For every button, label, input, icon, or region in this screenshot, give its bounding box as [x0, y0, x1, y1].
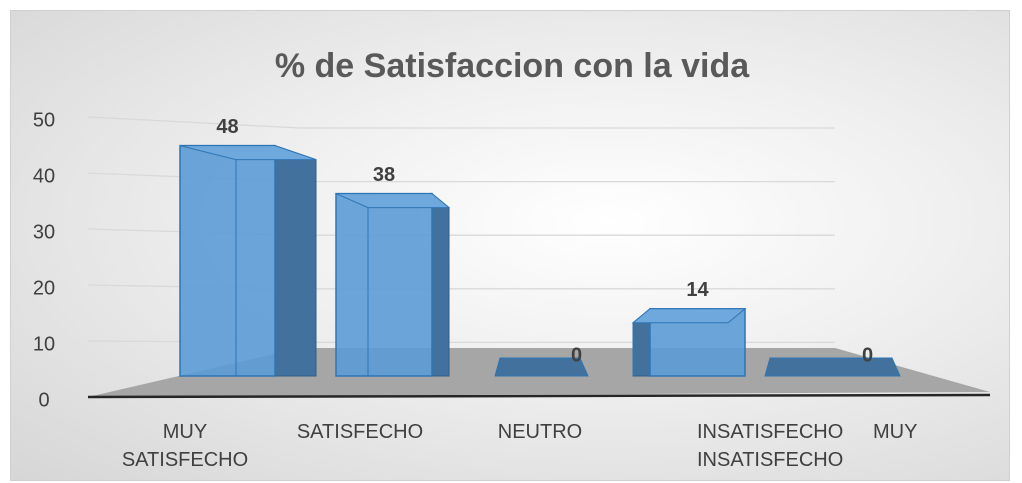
y-tick-label: 50 — [33, 109, 55, 131]
x-tick-label: MUY SATISFECHO — [121, 421, 249, 471]
bar-flat — [494, 357, 589, 377]
chart-area — [10, 10, 1010, 481]
bar-front — [335, 192, 433, 377]
bar-side — [274, 144, 317, 377]
bar-top — [631, 308, 747, 324]
data-label: 14 — [686, 279, 709, 301]
bar-flat — [764, 357, 901, 377]
y-tick-label: 40 — [33, 165, 55, 187]
x-tick-label: NEUTRO — [497, 421, 583, 443]
bar-side — [431, 192, 450, 377]
x-tick-label: INSATISFECHO — [697, 421, 844, 443]
bar — [764, 357, 901, 377]
x-tick-label: SATISFECHO — [296, 421, 424, 443]
data-label: 48 — [216, 116, 238, 138]
y-tick-label: 20 — [33, 277, 55, 299]
bar-top — [335, 193, 451, 209]
bar-top — [179, 145, 317, 161]
bar — [179, 144, 317, 377]
bar — [494, 357, 589, 377]
x-tick-label: MUY INSATISFECHO — [697, 421, 918, 471]
bar-front — [179, 144, 276, 377]
data-label: 38 — [373, 164, 395, 186]
grid-line — [87, 116, 835, 129]
x-axis — [87, 393, 991, 399]
bar — [631, 307, 747, 377]
chart-title: % de Satisfaccion con la vida — [275, 47, 750, 85]
y-tick-label: 0 — [38, 389, 49, 411]
y-tick-label: 30 — [33, 221, 55, 243]
data-label: 0 — [571, 344, 582, 366]
data-label: 0 — [862, 344, 873, 366]
bar — [335, 192, 451, 377]
y-tick-label: 10 — [33, 333, 55, 355]
